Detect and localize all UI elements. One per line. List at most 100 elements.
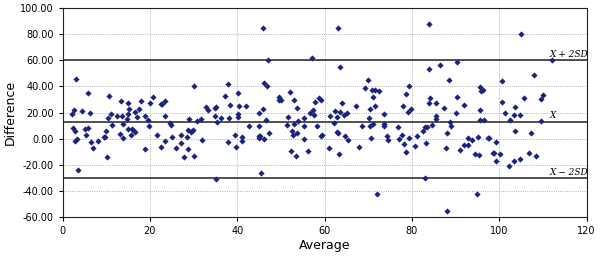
Point <box>201 105 211 109</box>
Point <box>160 139 170 143</box>
Point <box>352 104 361 108</box>
Point <box>221 94 230 98</box>
Point <box>379 122 389 126</box>
Point <box>379 112 389 116</box>
Point <box>355 145 364 149</box>
Point <box>473 191 482 196</box>
Point <box>288 133 298 137</box>
Point <box>379 124 389 128</box>
Point <box>479 88 488 92</box>
Point <box>342 111 352 115</box>
Point <box>73 137 82 141</box>
Point <box>370 88 380 92</box>
Point <box>293 119 303 123</box>
Point <box>536 97 545 101</box>
Point <box>404 84 413 89</box>
Point <box>212 105 221 109</box>
Point <box>73 168 83 173</box>
Point <box>476 89 486 93</box>
Point <box>479 118 488 122</box>
Point <box>334 152 344 156</box>
X-axis label: Average: Average <box>299 239 350 252</box>
Point <box>331 110 340 114</box>
Point <box>68 126 78 130</box>
Point <box>102 155 112 159</box>
Point <box>367 88 377 92</box>
Point <box>515 113 525 117</box>
Point <box>237 139 247 143</box>
Point <box>475 85 485 89</box>
Point <box>263 58 272 62</box>
Point <box>286 149 295 153</box>
Point <box>401 92 411 96</box>
Point <box>536 119 546 123</box>
Point <box>197 138 206 142</box>
Point <box>179 154 188 158</box>
Point <box>401 150 411 154</box>
Point <box>286 90 295 94</box>
Point <box>224 82 233 86</box>
Point <box>425 22 434 26</box>
Point <box>383 138 392 142</box>
Point <box>264 131 274 135</box>
Point <box>325 114 334 118</box>
Point <box>67 112 76 116</box>
Point <box>374 89 384 93</box>
Point <box>332 115 342 119</box>
Point <box>358 124 367 128</box>
Point <box>299 137 308 141</box>
Point <box>259 137 269 141</box>
Point <box>167 135 177 139</box>
Point <box>165 121 175 125</box>
Point <box>452 95 461 99</box>
Point <box>398 104 408 108</box>
Point <box>203 108 213 112</box>
Point <box>223 140 232 144</box>
Point <box>287 129 296 133</box>
Point <box>292 105 302 110</box>
Point <box>475 118 485 122</box>
Point <box>299 115 309 120</box>
Point <box>509 113 518 117</box>
Point <box>124 112 133 116</box>
Point <box>259 26 268 30</box>
Point <box>531 154 541 158</box>
Point <box>431 117 441 121</box>
Point <box>233 112 242 116</box>
Point <box>497 100 506 104</box>
Point <box>224 116 233 120</box>
Point <box>188 128 198 132</box>
Point <box>183 146 193 151</box>
Point <box>312 124 322 128</box>
Point <box>344 138 353 142</box>
Point <box>85 111 95 115</box>
Point <box>123 101 133 105</box>
Point <box>529 73 539 77</box>
Text: X + 2SD: X + 2SD <box>550 50 588 59</box>
Point <box>442 208 452 212</box>
Point <box>124 107 134 111</box>
Point <box>500 111 510 115</box>
Point <box>398 133 407 137</box>
Point <box>475 108 485 112</box>
Point <box>127 127 136 131</box>
Point <box>190 154 199 158</box>
Point <box>290 122 299 126</box>
Point <box>333 26 343 30</box>
Point <box>275 95 284 99</box>
Point <box>418 129 428 133</box>
Point <box>455 148 464 152</box>
Point <box>233 91 242 95</box>
Point <box>103 116 113 120</box>
Point <box>473 135 483 139</box>
Point <box>70 139 80 143</box>
Point <box>470 152 480 156</box>
Point <box>431 101 440 105</box>
Point <box>140 147 150 151</box>
Point <box>225 103 235 107</box>
Point <box>235 104 244 109</box>
Point <box>123 127 133 131</box>
Point <box>245 123 254 127</box>
Point <box>292 154 301 158</box>
Point <box>132 115 142 119</box>
